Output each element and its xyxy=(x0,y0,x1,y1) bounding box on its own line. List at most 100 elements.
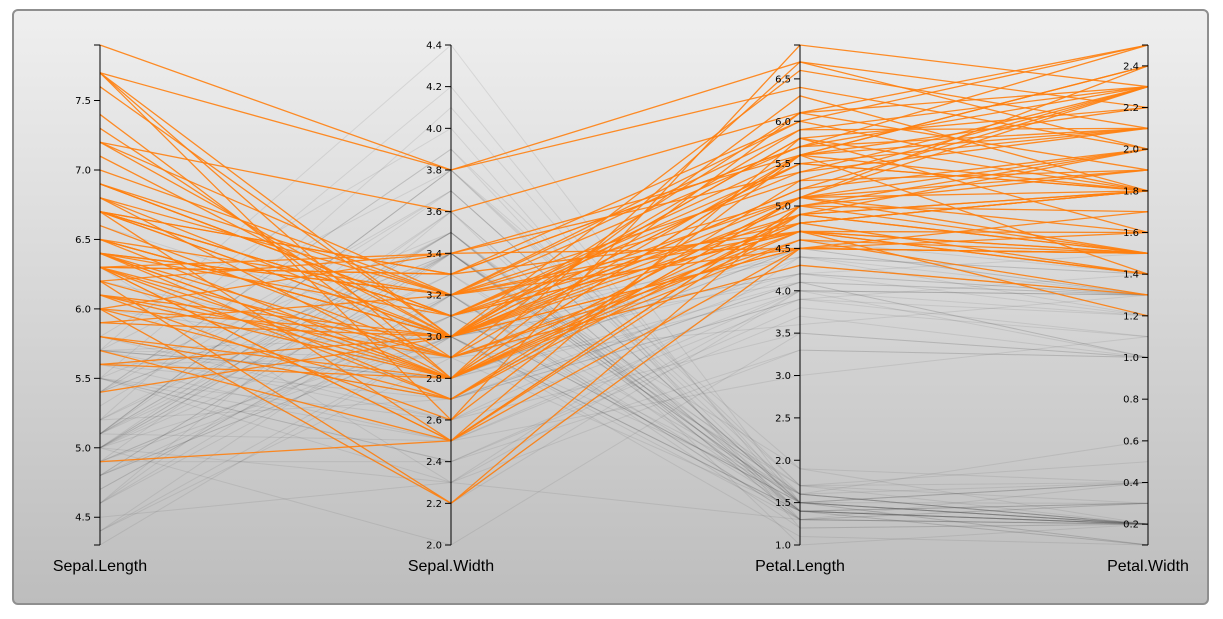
tick-label: 3.5 xyxy=(775,329,791,340)
highlighted-line xyxy=(99,169,1149,400)
tick-label: 3.8 xyxy=(426,166,442,177)
highlighted-line xyxy=(99,169,1149,442)
tick-label: 3.6 xyxy=(426,207,442,218)
context-line xyxy=(99,290,1149,484)
tick-label: 5.0 xyxy=(775,202,791,213)
context-line xyxy=(99,256,1149,484)
axis-title: Petal.Length xyxy=(755,558,845,575)
tick-label: 6.5 xyxy=(75,235,91,246)
highlighted-line xyxy=(99,44,1149,275)
tick-label: 1.8 xyxy=(1123,186,1139,197)
context-line xyxy=(99,332,1149,546)
context-line xyxy=(99,231,1149,495)
highlighted-line xyxy=(99,44,1149,275)
tick-label: 0.6 xyxy=(1123,436,1139,447)
tick-label: 4.0 xyxy=(775,286,791,297)
context-line xyxy=(99,315,1149,525)
tick-label: 5.5 xyxy=(75,374,91,385)
highlighted-lines xyxy=(99,44,1149,505)
context-line xyxy=(99,315,1149,525)
context-line xyxy=(99,294,1149,532)
tick-label: 1.0 xyxy=(1123,353,1139,364)
highlighted-line xyxy=(99,162,1149,317)
highlighted-line xyxy=(99,230,1149,380)
context-line xyxy=(99,315,1149,463)
axis-sepal-length[interactable]: 4.5 5.0 5.5 6.0 6.5 7.0 7.5 Sepal.Length xyxy=(53,44,147,575)
context-line xyxy=(99,336,1149,532)
tick-label: 2.4 xyxy=(426,457,442,468)
highlighted-line xyxy=(99,61,1149,380)
context-line xyxy=(99,336,1149,442)
highlighted-line xyxy=(99,86,1149,317)
context-line xyxy=(99,252,1149,512)
context-line xyxy=(99,298,1149,442)
context-line xyxy=(99,273,1149,421)
highlighted-line xyxy=(99,205,1149,505)
tick-label: 0.4 xyxy=(1123,478,1139,489)
tick-label: 3.0 xyxy=(775,371,791,382)
highlighted-line xyxy=(99,148,1149,338)
context-line xyxy=(99,190,1149,525)
tick-label: 4.2 xyxy=(426,82,442,93)
highlighted-line xyxy=(99,44,1149,213)
context-line xyxy=(99,315,1149,546)
tick-label: 2.0 xyxy=(1123,145,1139,156)
axis-title: Sepal.Width xyxy=(408,558,494,575)
highlighted-line xyxy=(99,65,1149,317)
axis-petal-length[interactable]: 1.0 1.5 2.0 2.5 3.0 3.5 4.0 4.5 5.0 5.5 6.0 6.5 Peta… xyxy=(755,44,845,575)
highlighted-line xyxy=(99,183,1149,317)
context-line xyxy=(99,349,1149,484)
tick-label: 7.5 xyxy=(75,96,91,107)
highlighted-line xyxy=(99,148,1149,379)
tick-label: 1.6 xyxy=(1123,228,1139,239)
tick-label: 2.0 xyxy=(426,541,442,552)
highlighted-line xyxy=(99,169,1149,400)
tick-label: 6.5 xyxy=(775,74,791,85)
highlighted-line xyxy=(99,86,1149,282)
highlighted-line xyxy=(99,154,1149,421)
context-line xyxy=(99,256,1149,421)
context-line xyxy=(99,169,1149,483)
highlighted-line xyxy=(99,72,1149,338)
tick-label: 4.5 xyxy=(75,513,91,524)
highlighted-line xyxy=(99,137,1149,338)
context-line xyxy=(99,336,1149,525)
context-line xyxy=(99,169,1149,525)
axis-title: Petal.Width xyxy=(1107,558,1189,575)
tick-label: 2.2 xyxy=(426,499,442,510)
tick-label: 2.5 xyxy=(775,413,791,424)
highlighted-line xyxy=(99,44,1149,171)
tick-label: 5.5 xyxy=(775,159,791,170)
tick-label: 2.8 xyxy=(426,374,442,385)
tick-label: 1.2 xyxy=(1123,311,1139,322)
context-line xyxy=(99,290,1149,442)
highlighted-line xyxy=(99,61,1149,171)
tick-label: 3.0 xyxy=(426,332,442,343)
tick-label: 2.4 xyxy=(1123,61,1139,72)
context-line xyxy=(99,307,1149,463)
tick-label: 0.2 xyxy=(1123,520,1139,531)
axis-title: Sepal.Length xyxy=(53,558,147,575)
tick-label: 5.0 xyxy=(75,443,91,454)
tick-label: 0.8 xyxy=(1123,395,1139,406)
axis-sepal-width[interactable]: 2.0 2.2 2.4 2.6 2.8 3.0 3.2 3.4 3.6 3.8 4.0 4.2 4.4 S… xyxy=(408,41,494,576)
tick-label: 1.4 xyxy=(1123,270,1139,281)
tick-label: 6.0 xyxy=(775,117,791,128)
tick-label: 4.5 xyxy=(775,244,791,255)
context-line xyxy=(99,315,1149,525)
tick-label: 2.6 xyxy=(426,416,442,427)
axis-petal-width[interactable]: 0.2 0.4 0.6 0.8 1.0 1.2 1.4 1.6 1.8 2.0 2.2 2.4 Peta… xyxy=(1107,44,1189,575)
context-line xyxy=(99,252,1149,525)
tick-label: 4.4 xyxy=(426,41,442,52)
tick-label: 3.2 xyxy=(426,291,442,302)
highlighted-line xyxy=(99,247,1149,366)
tick-label: 7.0 xyxy=(75,166,91,177)
tick-label: 4.0 xyxy=(426,124,442,135)
parallel-coordinates-chart: 4.5 5.0 5.5 6.0 6.5 7.0 7.5 Sepal.Length 2.0 2.2 2… xyxy=(53,41,1189,576)
highlighted-line xyxy=(99,190,1149,338)
context-line xyxy=(99,356,1149,532)
tick-label: 1.0 xyxy=(775,541,791,552)
context-line xyxy=(99,273,1149,525)
tick-label: 2.0 xyxy=(775,456,791,467)
highlighted-line xyxy=(99,120,1149,296)
